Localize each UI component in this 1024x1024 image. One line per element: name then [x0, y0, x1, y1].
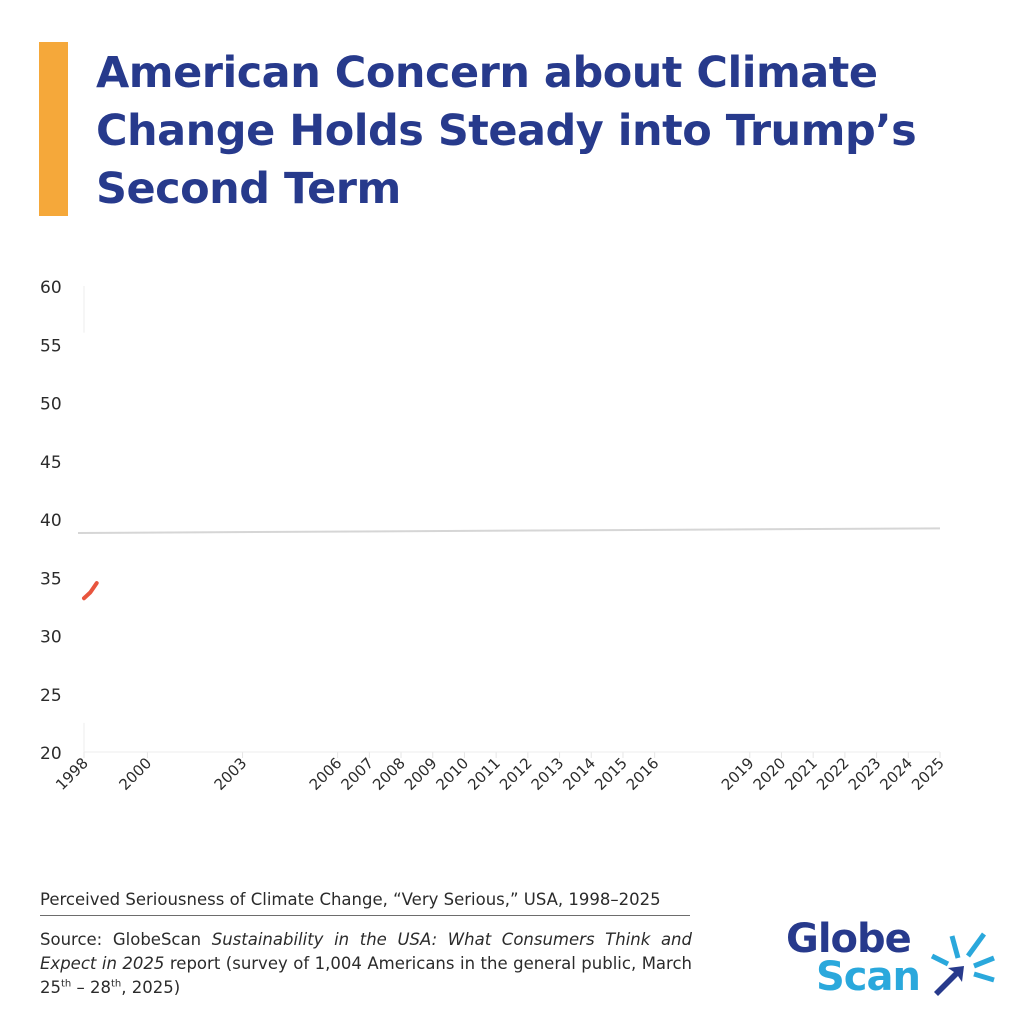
y-tick-label: 25 — [40, 686, 62, 706]
y-tick-label: 55 — [40, 336, 62, 356]
source-middle: report (survey of 1,004 Americans in the… — [40, 954, 692, 997]
x-tick-label: 2006 — [306, 754, 346, 794]
x-tick-label: 2009 — [401, 754, 441, 794]
x-tick-label: 2011 — [464, 754, 504, 794]
logo-wordmark: Globe Scan — [786, 916, 921, 1000]
source-report-title: Sustainability in the USA: What Consumer… — [40, 930, 692, 973]
source-prefix: Source: GlobeScan — [40, 930, 212, 949]
y-tick-label: 30 — [40, 628, 62, 648]
x-tick-label: 2020 — [750, 754, 790, 794]
y-tick-label: 20 — [40, 744, 62, 764]
title-line-1: American Concern about Climate — [96, 48, 878, 98]
x-tick-label: 2023 — [845, 754, 885, 794]
x-tick-label: 2021 — [781, 754, 821, 794]
y-axis-ticks: 20 25 30 35 40 45 50 55 60 — [40, 278, 62, 764]
x-tick-label: 2016 — [623, 754, 663, 794]
y-tick-label: 40 — [40, 511, 62, 531]
x-tick-label: 2019 — [718, 754, 758, 794]
x-tick-label: 2012 — [496, 754, 536, 794]
title-line-2: Change Holds Steady into Trump’s — [96, 106, 917, 156]
y-tick-label: 45 — [40, 453, 62, 473]
source-sup-1: th — [61, 978, 72, 990]
x-tick-label: 2003 — [211, 754, 251, 794]
source-note: Source: GlobeScan Sustainability in the … — [40, 928, 692, 1000]
source-dash: – 28 — [71, 978, 112, 997]
x-axis-ticks: 1998 2000 2003 2006200720082009201020112012… — [52, 752, 948, 794]
reference-line — [77, 527, 941, 534]
source-suffix: , 2025) — [121, 978, 181, 997]
source-sup-2: th — [111, 978, 122, 990]
y-tick-label: 50 — [40, 395, 62, 415]
starburst-arrow-icon — [930, 932, 995, 996]
x-tick-label: 2024 — [876, 754, 916, 794]
chart-caption: Perceived Seriousness of Climate Change,… — [40, 888, 690, 916]
title-accent-bar — [39, 42, 68, 216]
x-tick-label: 2000 — [116, 754, 156, 794]
y-tick-label: 35 — [40, 569, 62, 589]
logo-line-2: Scan — [816, 954, 921, 1000]
title-line-3: Second Term — [96, 164, 401, 214]
x-tick-label: 2014 — [559, 754, 599, 794]
series-line — [82, 581, 99, 601]
y-tick-label: 60 — [40, 278, 62, 298]
x-tick-label: 2008 — [369, 754, 409, 794]
x-tick-label: 2013 — [528, 754, 568, 794]
plot-area — [77, 286, 941, 753]
x-tick-label: 2025 — [908, 754, 948, 794]
x-tick-label: 2007 — [337, 754, 377, 794]
x-tick-label: 2015 — [591, 754, 631, 794]
logo-line-1: Globe — [786, 916, 912, 962]
x-tick-label: 2022 — [813, 754, 853, 794]
globescan-logo: Globe Scan — [786, 916, 996, 1000]
x-tick-label: 2010 — [433, 754, 473, 794]
page-title: American Concern about Climate Change Ho… — [96, 44, 996, 218]
